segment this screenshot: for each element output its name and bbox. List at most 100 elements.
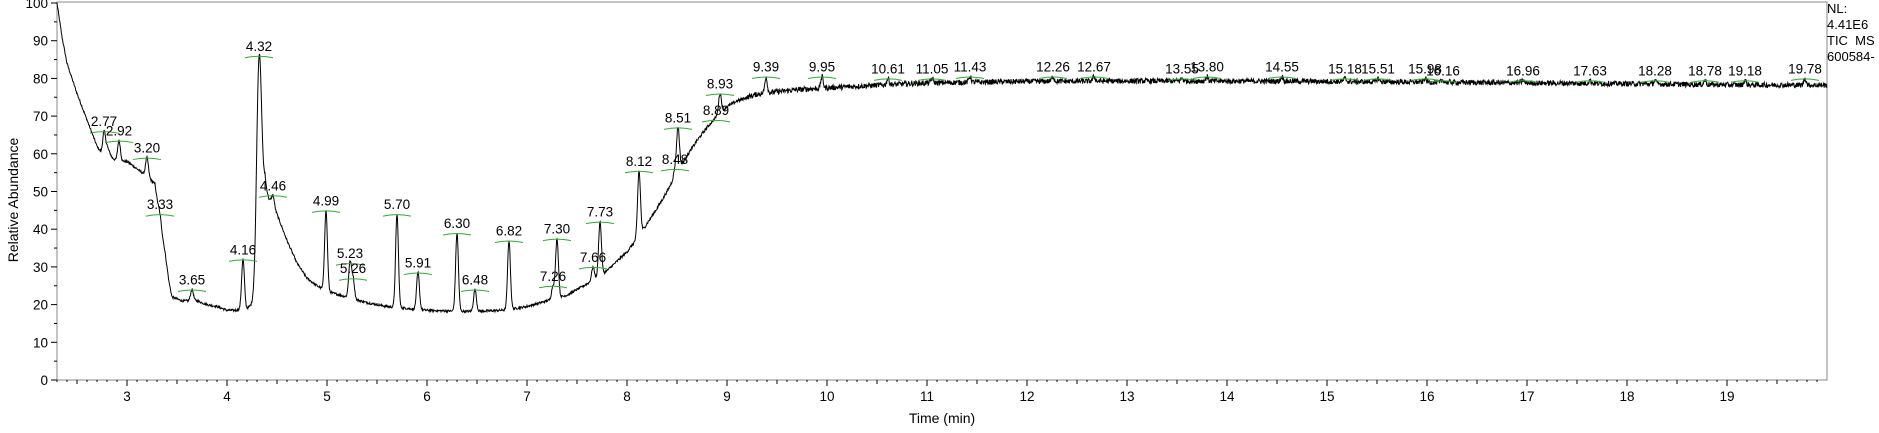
- x-axis-title: Time (min): [909, 410, 975, 426]
- peak-label: 8.12: [626, 154, 652, 169]
- y-tick-label: 60: [33, 147, 48, 162]
- x-tick-label: 3: [123, 389, 131, 404]
- peak-marker: [751, 76, 781, 80]
- peak-marker: [1410, 78, 1440, 81]
- peak-label: 19.78: [1788, 61, 1822, 76]
- x-tick-label: 11: [920, 389, 934, 404]
- peak-marker: [1690, 80, 1720, 83]
- peak-label: 6.82: [496, 224, 522, 239]
- peak-marker: [1038, 76, 1068, 80]
- peak-label: 18.28: [1638, 63, 1672, 78]
- x-tick-label: 9: [723, 389, 731, 404]
- peak-marker: [873, 78, 903, 81]
- peak-marker: [494, 240, 524, 243]
- x-tick-label: 10: [819, 389, 834, 404]
- peak-marker: [1790, 78, 1820, 81]
- y-tick-label: 40: [33, 222, 48, 237]
- x-tick-label: 4: [223, 389, 231, 404]
- peak-marker: [1330, 78, 1360, 81]
- peak-marker: [807, 76, 837, 80]
- peak-marker: [1640, 80, 1670, 83]
- tic-trace: [56, 2, 1828, 314]
- peak-marker: [1167, 78, 1197, 81]
- peak-label: 4.99: [313, 193, 339, 208]
- peak-marker: [701, 119, 731, 123]
- peak-label: 8.48: [662, 152, 688, 167]
- y-tick-label: 80: [33, 71, 48, 86]
- peak-label: 15.51: [1361, 61, 1395, 76]
- peak-marker: [403, 272, 433, 276]
- peak-label: 12.67: [1077, 60, 1111, 75]
- info-line: TIC MS: [1827, 33, 1875, 48]
- plot-frame: [56, 1, 1828, 381]
- peak-label: 16.96: [1506, 63, 1540, 78]
- peak-label: 9.39: [753, 60, 779, 75]
- x-tick-label: 5: [323, 389, 331, 404]
- y-tick-label: 100: [25, 0, 48, 11]
- y-tick-label: 20: [33, 298, 48, 313]
- peak-label: 5.23: [337, 246, 363, 261]
- peak-labels: 2.772.923.20 3.33 3.65 4.16 4.32 4.46 4.99 5.23…: [89, 39, 1822, 293]
- peak-marker: [132, 157, 162, 161]
- peak-marker: [89, 131, 119, 134]
- info-panel: NL: 4.41E6 TIC MS 600584-: [1827, 1, 1875, 65]
- peak-marker: [1428, 80, 1458, 83]
- peak-marker: [145, 214, 175, 217]
- trace-layer: [56, 2, 1828, 314]
- x-axis: 3 4 5 6 7 8 9 10 11 12 13 14 15 16 17 18 19: [56, 380, 1818, 404]
- peak-label: 8.51: [665, 110, 691, 125]
- y-tick-label: 10: [33, 335, 48, 350]
- peak-marker: [538, 285, 568, 289]
- peak-label: 10.61: [871, 61, 905, 76]
- peak-label: 7.66: [580, 250, 606, 265]
- peak-label: 15.98: [1408, 61, 1442, 76]
- y-tick-label: 90: [33, 34, 48, 49]
- peak-label: 8.93: [707, 76, 733, 91]
- peak-label: 16.16: [1426, 63, 1460, 78]
- x-tick-label: 19: [1719, 389, 1734, 404]
- peak-marker: [663, 127, 693, 130]
- peak-label: 7.26: [540, 269, 566, 284]
- peak-marker: [338, 278, 368, 281]
- peak-label: 6.30: [444, 216, 470, 231]
- peak-marker: [1730, 80, 1760, 83]
- x-tick-label: 12: [1019, 389, 1034, 404]
- peak-label: 15.18: [1328, 61, 1362, 76]
- peak-marker: [1267, 76, 1297, 80]
- peak-label: 12.26: [1036, 60, 1070, 75]
- peak-marker: [104, 140, 134, 144]
- peak-marker: [1575, 80, 1605, 83]
- x-tick-label: 15: [1319, 389, 1334, 404]
- peak-label: 5.26: [340, 261, 366, 276]
- peak-marker: [228, 259, 258, 262]
- peak-label: 3.65: [179, 273, 205, 288]
- info-line: 4.41E6: [1827, 17, 1869, 32]
- y-axis: 0 10 20 30 40 50 60 70 80 90 100: [25, 0, 57, 388]
- x-tick-label: 8: [623, 389, 631, 404]
- peak-label: 18.78: [1688, 63, 1722, 78]
- y-axis-title: Relative Abundance: [5, 138, 21, 263]
- peak-marker: [578, 266, 608, 270]
- peak-marker: [660, 168, 690, 172]
- peak-label: 5.70: [384, 197, 410, 212]
- x-tick-label: 7: [523, 389, 531, 404]
- peak-label: 3.33: [147, 197, 173, 212]
- peak-marker: [335, 263, 365, 266]
- x-tick-label: 17: [1519, 389, 1534, 404]
- peak-label: 13.80: [1190, 60, 1224, 75]
- peak-marker: [460, 289, 490, 293]
- y-tick-label: 0: [40, 373, 48, 388]
- info-line: NL:: [1827, 1, 1848, 16]
- x-tick-label: 14: [1219, 389, 1235, 404]
- peak-marker: [442, 232, 472, 236]
- peak-marker: [1363, 78, 1393, 81]
- y-tick-label: 70: [33, 109, 48, 124]
- peak-label: 19.18: [1728, 63, 1762, 78]
- peak-label: 11.43: [954, 60, 987, 75]
- peak-marker: [1079, 76, 1109, 80]
- y-tick-label: 50: [33, 185, 48, 200]
- peak-marker: [258, 195, 288, 198]
- peak-marker: [917, 78, 947, 81]
